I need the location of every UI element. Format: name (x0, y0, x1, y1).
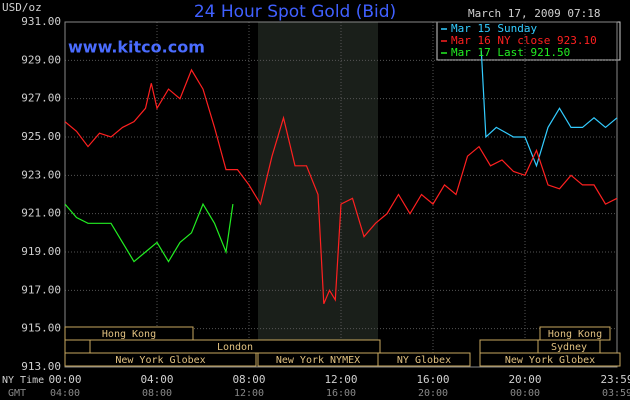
price-line (64, 68, 618, 305)
x-tick-label: 04:00 (140, 373, 173, 386)
unit-label: USD/oz (2, 1, 42, 14)
session-bar (64, 339, 91, 354)
session-bar (479, 352, 621, 367)
watermark: www.kitco.com (68, 38, 205, 57)
x-tick-label: 12:00 (324, 373, 357, 386)
session-label: NY Globex (397, 355, 451, 366)
gmt-tick-label: 08:00 (142, 388, 172, 399)
x-tick-label: 20:00 (508, 373, 541, 386)
session-bar (377, 352, 471, 367)
x-tick-label: 16:00 (416, 373, 449, 386)
session-label: Sydney (551, 342, 587, 353)
gmt-tick-label: 20:00 (418, 388, 448, 399)
legend-label: Mar 16 NY close 923.10 (451, 34, 597, 47)
y-tick-label: 917.00 (21, 283, 61, 296)
y-tick-label: 927.00 (21, 92, 61, 105)
gmt-tick-label: 03:59 (602, 388, 630, 399)
timestamp: March 17, 2009 07:18 (468, 7, 600, 20)
x-row-label: NY Time (2, 375, 44, 386)
legend-label: Mar 15 Sunday (451, 22, 537, 35)
x-row-label: GMT (8, 388, 26, 399)
y-tick-label: 931.00 (21, 15, 61, 28)
y-tick-label: 929.00 (21, 53, 61, 66)
y-tick-label: 915.00 (21, 322, 61, 335)
price-line (64, 202, 234, 263)
price-line (480, 50, 618, 168)
y-tick-label: 921.00 (21, 207, 61, 220)
y-tick-label: 913.00 (21, 360, 61, 373)
gmt-tick-label: 00:00 (510, 388, 540, 399)
session-label: Hong Kong (548, 329, 602, 340)
session-label: New York NYMEX (276, 355, 360, 366)
session-label: London (217, 342, 253, 353)
y-tick-label: 925.00 (21, 130, 61, 143)
session-bar (64, 352, 257, 367)
y-tick-label: 923.00 (21, 168, 61, 181)
gmt-tick-label: 12:00 (234, 388, 264, 399)
x-tick-label: 23:59 (600, 373, 630, 386)
session-label: New York Globex (505, 355, 595, 366)
gmt-tick-label: 16:00 (326, 388, 356, 399)
chart-title: 24 Hour Spot Gold (Bid) (194, 2, 396, 22)
session-bar (539, 326, 611, 341)
session-bar (479, 339, 539, 354)
legend-label: Mar 17 Last 921.50 (451, 46, 570, 59)
session-label: Hong Kong (102, 329, 156, 340)
x-tick-label: 08:00 (232, 373, 265, 386)
legend-box (436, 21, 621, 61)
y-tick-label: 919.00 (21, 245, 61, 258)
plot-frame (64, 21, 618, 368)
session-label: New York Globex (115, 355, 205, 366)
gmt-tick-label: 04:00 (50, 388, 80, 399)
x-tick-label: 00:00 (48, 373, 81, 386)
